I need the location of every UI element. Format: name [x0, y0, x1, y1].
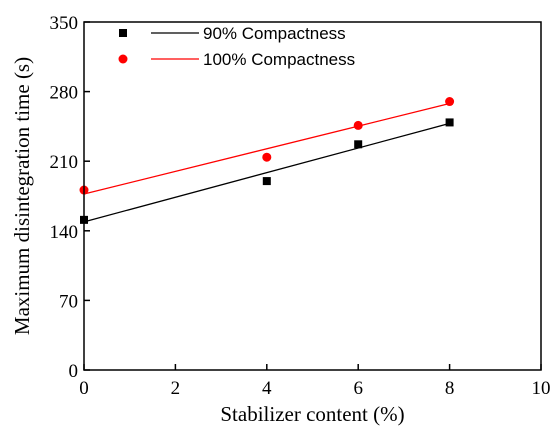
y-tick-label: 70 — [59, 291, 78, 312]
x-tick-label: 10 — [532, 378, 550, 399]
legend: 90% Compactness 100% Compactness — [118, 24, 355, 69]
y-tick-label: 140 — [50, 222, 79, 243]
data-point-100 — [262, 152, 272, 162]
data-point-90 — [354, 140, 363, 149]
legend-marker-100 — [118, 54, 128, 64]
y-tick-label: 280 — [50, 83, 79, 104]
data-point-90 — [262, 177, 271, 186]
x-tick-label: 2 — [171, 378, 181, 399]
x-tick-label: 6 — [353, 378, 363, 399]
data-point-100 — [353, 120, 363, 130]
x-tick-label: 0 — [79, 378, 89, 399]
y-axis-title: Maximum disintegration time (s) — [10, 57, 34, 335]
y-tick-label: 210 — [50, 152, 79, 173]
y-tick-label: 350 — [50, 13, 79, 34]
x-axis-title: Stabilizer content (%) — [220, 402, 404, 426]
x-tick-label: 8 — [445, 378, 455, 399]
x-tick-label: 4 — [262, 378, 272, 399]
plot-area-frame — [83, 21, 542, 371]
fit-line-100 — [83, 102, 450, 195]
y-tick-label: 0 — [69, 361, 79, 382]
data-point-100 — [445, 97, 455, 107]
legend-label-90: 90% Compactness — [203, 24, 346, 43]
legend-marker-90 — [119, 29, 127, 37]
data-point-90 — [445, 118, 454, 127]
fit-line-90 — [83, 122, 450, 223]
legend-label-100: 100% Compactness — [203, 50, 355, 69]
